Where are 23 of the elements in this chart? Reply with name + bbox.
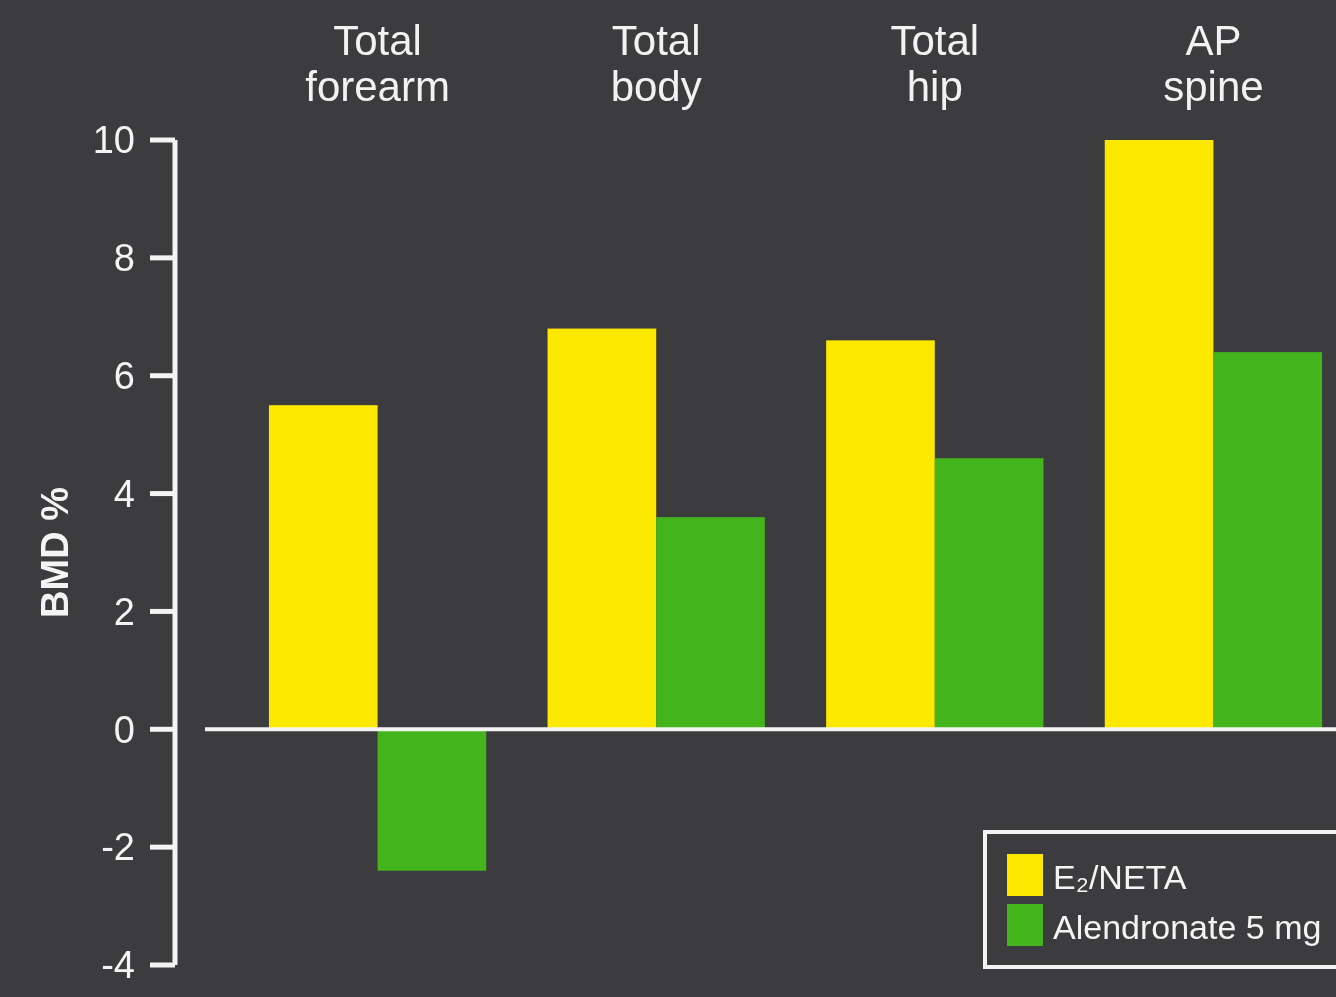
bar xyxy=(1104,140,1214,730)
y-tick-label: 10 xyxy=(92,119,135,162)
y-tick-label: -4 xyxy=(101,944,135,987)
bar xyxy=(826,340,935,730)
legend-label: Alendronate 5 mg xyxy=(1053,907,1322,946)
bar xyxy=(268,405,378,730)
y-axis-title: BMD % xyxy=(34,487,77,618)
x-tick-label: AP spine xyxy=(1163,17,1264,110)
y-tick-label: 8 xyxy=(113,237,135,280)
bar xyxy=(377,729,487,871)
y-tick-label: 6 xyxy=(113,355,135,398)
y-tick-label: 4 xyxy=(113,472,135,515)
x-tick-label: Total body xyxy=(610,17,702,110)
y-tick-label: 2 xyxy=(113,590,135,633)
bar xyxy=(934,458,1044,730)
bar xyxy=(1213,352,1323,730)
y-tick-label: -2 xyxy=(101,826,135,869)
bar xyxy=(547,328,657,730)
x-tick-label: Total forearm xyxy=(305,17,450,110)
y-tick-label: 0 xyxy=(113,708,135,751)
legend-label: E₂/NETA xyxy=(1053,857,1187,896)
x-tick-label: Total hip xyxy=(890,17,980,110)
bar xyxy=(656,517,765,730)
